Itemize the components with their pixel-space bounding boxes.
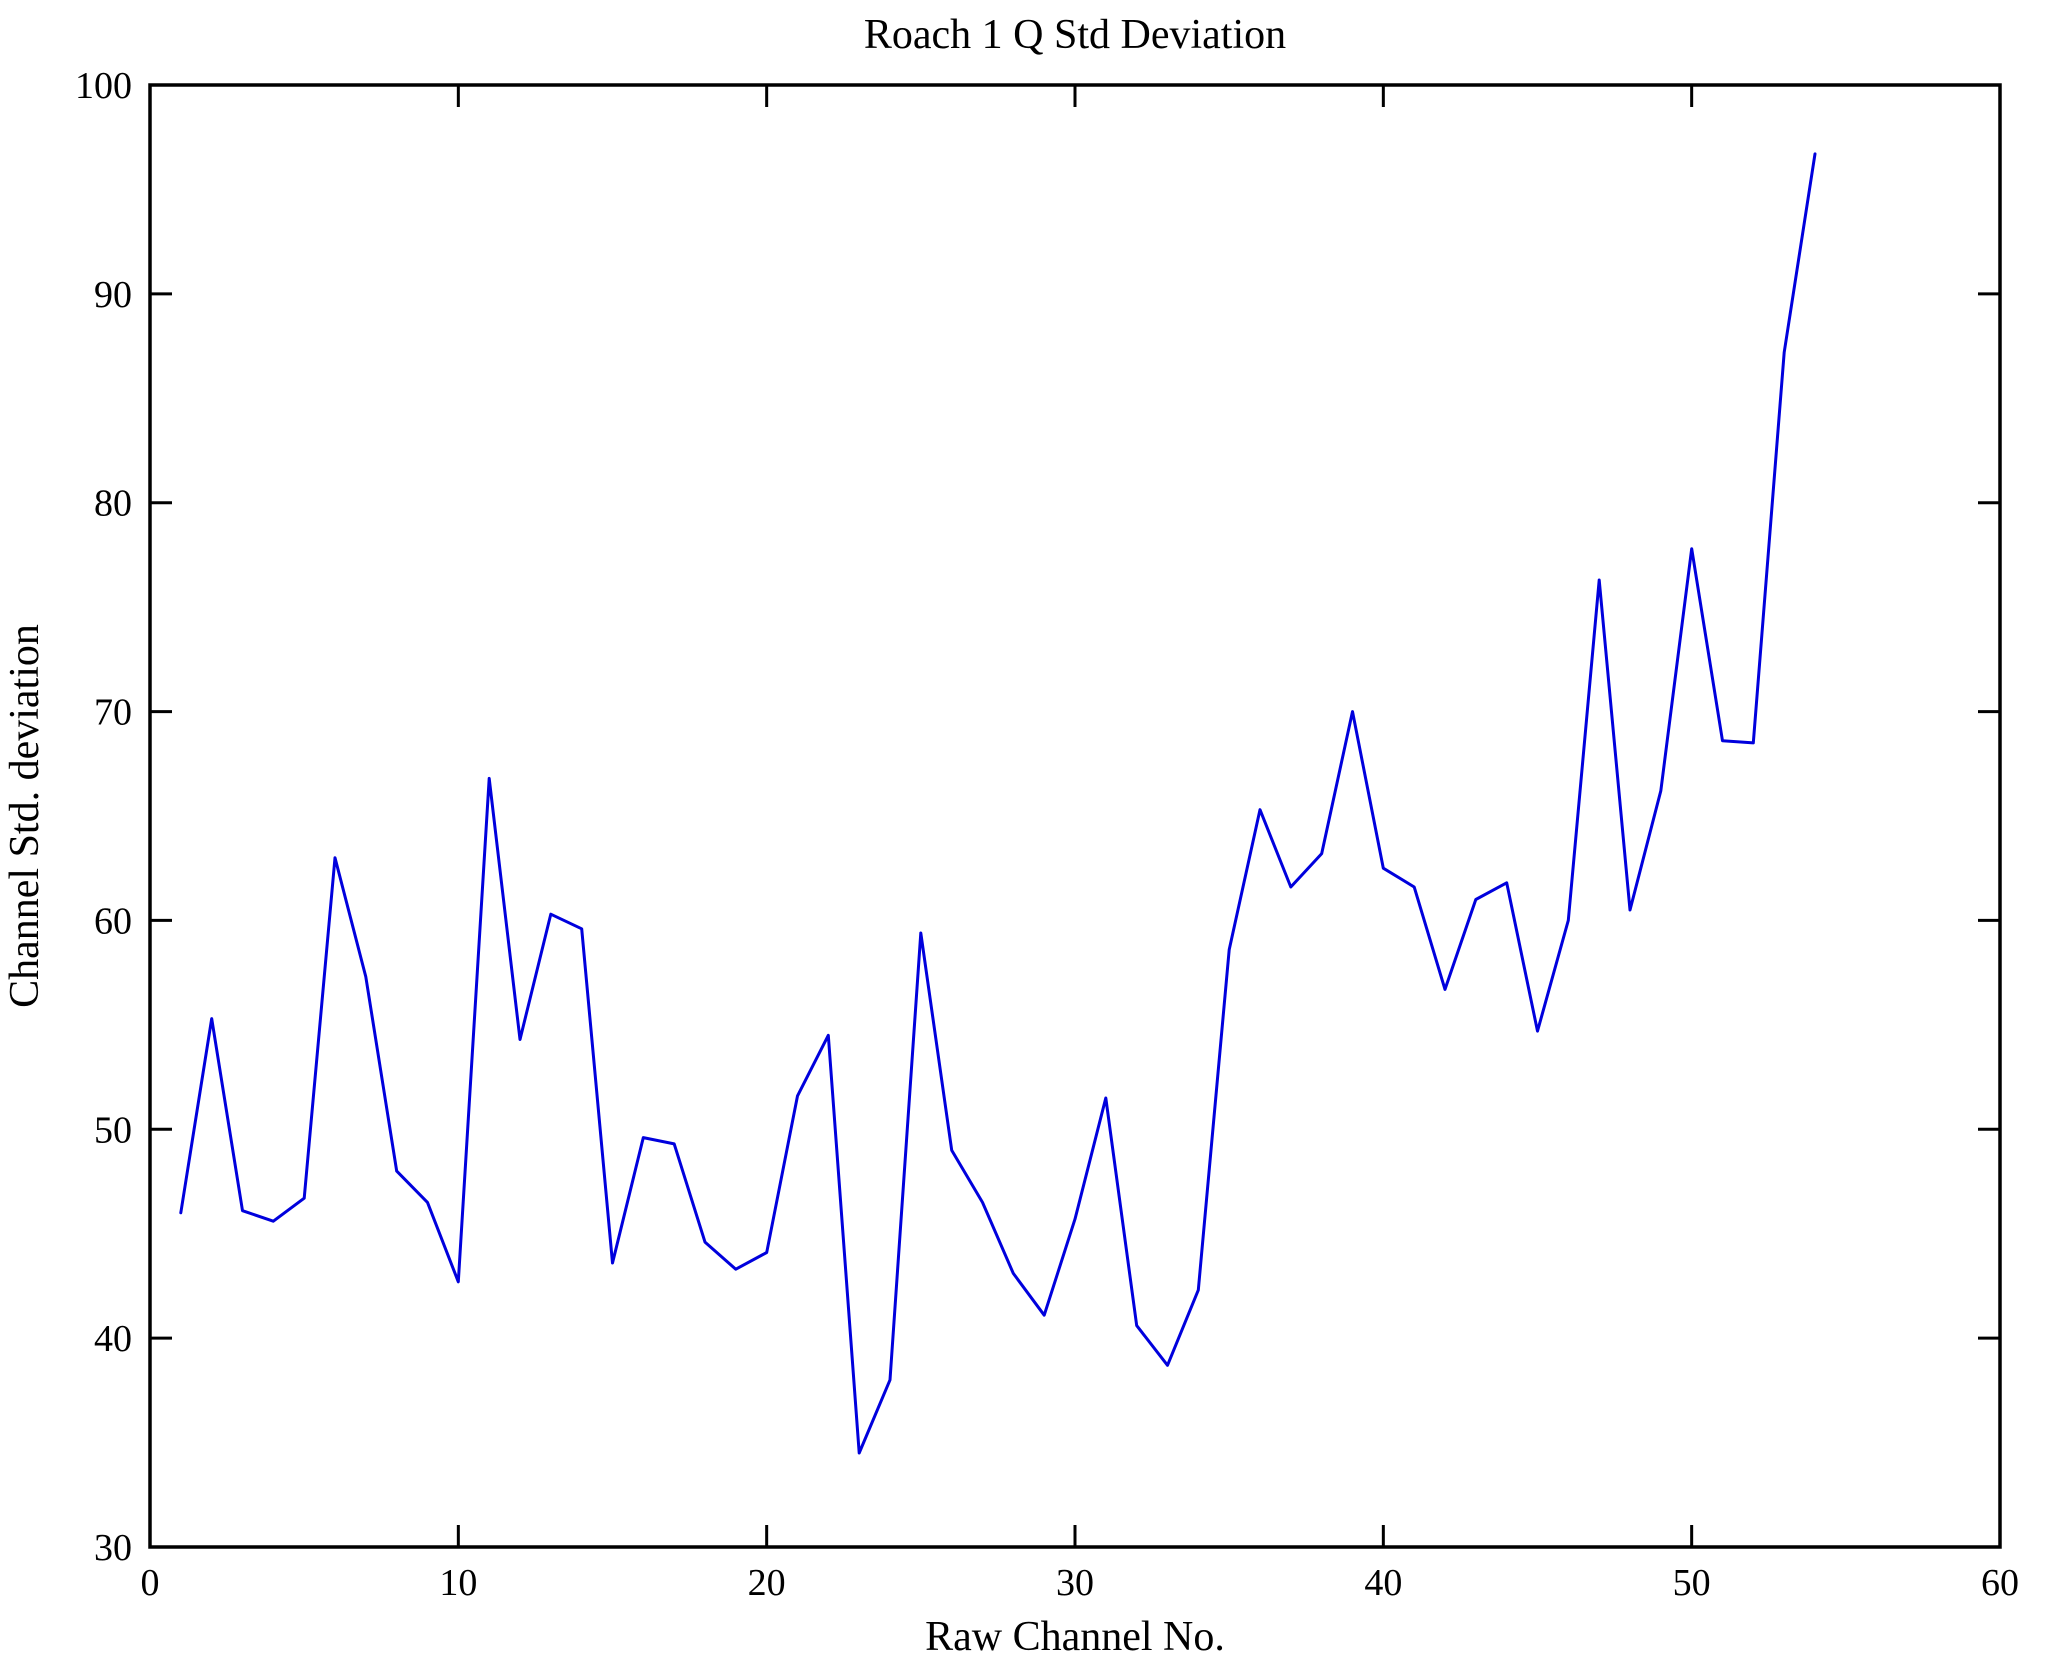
data-line [179,152,1817,1455]
x-tick-label: 60 [1981,1562,2019,1604]
x-tick-label: 30 [1056,1562,1094,1604]
x-tick-label: 20 [748,1562,786,1604]
x-tick-label: 10 [439,1562,477,1604]
chart-title: Roach 1 Q Std Deviation [864,12,1286,58]
y-tick-label: 90 [94,274,132,316]
x-tick-label: 0 [141,1562,160,1604]
y-tick-label: 80 [94,483,132,525]
y-axis-label: Channel Std. deviation [2,624,48,1008]
y-tick-label: 50 [94,1109,132,1151]
plot-area [150,85,2000,1547]
plot-border [148,83,2002,1549]
x-tick-label: 40 [1364,1562,1402,1604]
y-tick-label: 60 [94,900,132,942]
x-tick-label: 50 [1673,1562,1711,1604]
x-axis-label: Raw Channel No. [925,1614,1225,1660]
y-tick-label: 30 [94,1527,132,1569]
y-tick-label: 40 [94,1318,132,1360]
y-tick-label: 70 [94,692,132,734]
axis-ticks: 0 10 20 30 40 50 60 30 40 50 60 70 80 90 100 [75,65,2019,1604]
y-tick-label: 100 [75,65,132,107]
